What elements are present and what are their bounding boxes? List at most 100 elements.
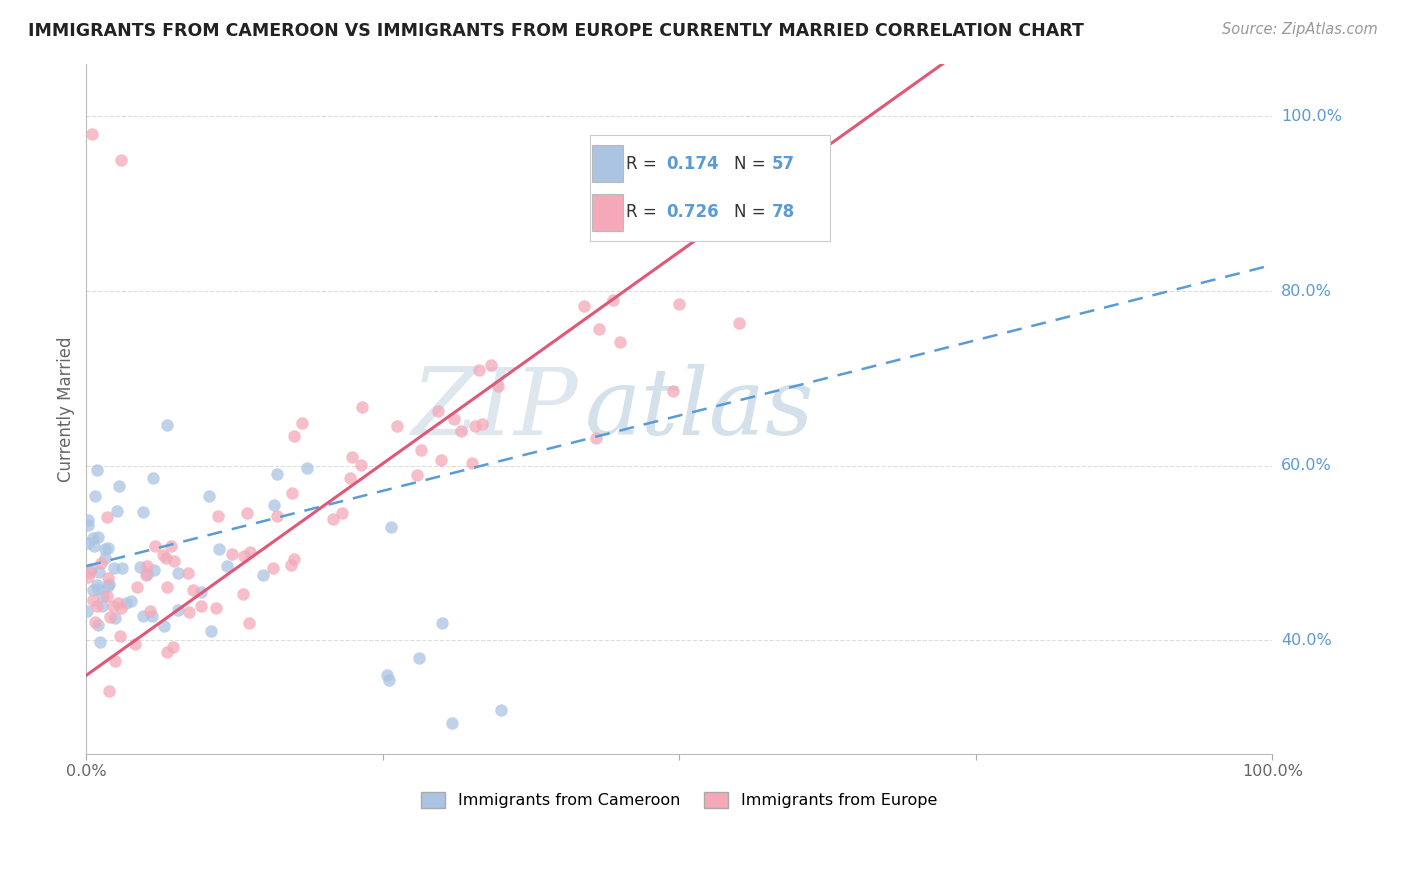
Point (350, 400, 373, 414)
Point (87, 617, 110, 632)
Point (77, 536, 100, 550)
FancyBboxPatch shape (592, 194, 623, 231)
Point (129, 560, 152, 574)
Point (97, 683, 120, 698)
Point (107, 597, 129, 611)
Point (82, 531, 104, 545)
Point (464, 419, 486, 434)
Point (110, 153, 132, 167)
Text: 60.0%: 60.0% (1281, 458, 1331, 474)
Point (443, 412, 465, 426)
Point (142, 471, 165, 485)
Point (94, 550, 117, 565)
Point (97, 541, 120, 555)
Point (283, 429, 305, 443)
Point (204, 600, 226, 615)
Point (441, 716, 464, 731)
Point (263, 498, 285, 512)
Text: 78: 78 (772, 203, 796, 221)
Text: Source: ZipAtlas.com: Source: ZipAtlas.com (1222, 22, 1378, 37)
Point (280, 486, 302, 500)
Point (662, 384, 685, 399)
Text: N =: N = (734, 203, 765, 221)
Point (585, 431, 607, 445)
Point (207, 508, 229, 523)
Point (135, 558, 157, 573)
Point (84, 489, 107, 503)
Point (167, 566, 190, 581)
Point (76, 604, 98, 618)
Text: ZIP: ZIP (412, 364, 578, 454)
Point (471, 417, 494, 431)
Point (200, 624, 222, 639)
Point (574, 299, 596, 313)
Point (115, 596, 138, 610)
Point (266, 467, 288, 482)
Point (198, 489, 221, 503)
Point (430, 453, 453, 467)
Point (155, 551, 177, 566)
Point (409, 442, 432, 457)
Point (86, 599, 108, 614)
Text: N =: N = (734, 155, 765, 173)
Text: R =: R = (626, 155, 657, 173)
Point (152, 618, 174, 632)
Point (461, 456, 484, 470)
Point (152, 548, 174, 562)
Point (479, 358, 502, 372)
Point (350, 458, 373, 473)
FancyBboxPatch shape (592, 145, 623, 183)
Point (105, 504, 128, 518)
Point (160, 540, 183, 554)
Point (156, 418, 179, 433)
Point (491, 703, 513, 717)
Text: 80.0%: 80.0% (1281, 284, 1331, 299)
Point (93, 590, 115, 604)
Point (668, 297, 690, 311)
Point (89, 634, 111, 648)
Point (76, 570, 98, 584)
Point (76, 513, 98, 527)
Point (131, 505, 153, 519)
Point (136, 567, 159, 582)
Text: 0.726: 0.726 (666, 203, 718, 221)
Point (486, 379, 509, 393)
Point (380, 520, 402, 534)
Point (609, 334, 631, 349)
Point (177, 605, 200, 619)
Point (602, 293, 624, 307)
Point (322, 512, 344, 526)
Point (262, 561, 284, 575)
Point (80, 562, 103, 576)
Point (110, 629, 132, 643)
Point (295, 461, 318, 475)
Legend: Immigrants from Cameroon, Immigrants from Europe: Immigrants from Cameroon, Immigrants fro… (415, 786, 943, 815)
Point (84, 615, 107, 630)
Text: atlas: atlas (585, 364, 814, 454)
Point (156, 645, 179, 659)
Point (163, 554, 186, 568)
Text: 40.0%: 40.0% (1281, 632, 1331, 648)
Point (143, 563, 166, 577)
Point (108, 479, 131, 493)
Point (87, 566, 110, 580)
Point (143, 539, 166, 553)
Text: 100.0%: 100.0% (1281, 109, 1341, 124)
Text: 0.174: 0.174 (666, 155, 718, 173)
Point (132, 608, 155, 623)
Point (588, 322, 610, 336)
Point (98, 610, 121, 624)
Point (330, 507, 353, 521)
Point (427, 404, 450, 418)
Point (266, 508, 288, 523)
Point (727, 317, 749, 331)
Point (86, 463, 108, 477)
Point (79, 565, 101, 579)
Point (141, 609, 163, 624)
Point (375, 668, 398, 682)
Point (103, 599, 125, 614)
Point (190, 585, 212, 599)
Point (110, 601, 132, 615)
Point (125, 581, 148, 595)
Point (252, 568, 274, 582)
